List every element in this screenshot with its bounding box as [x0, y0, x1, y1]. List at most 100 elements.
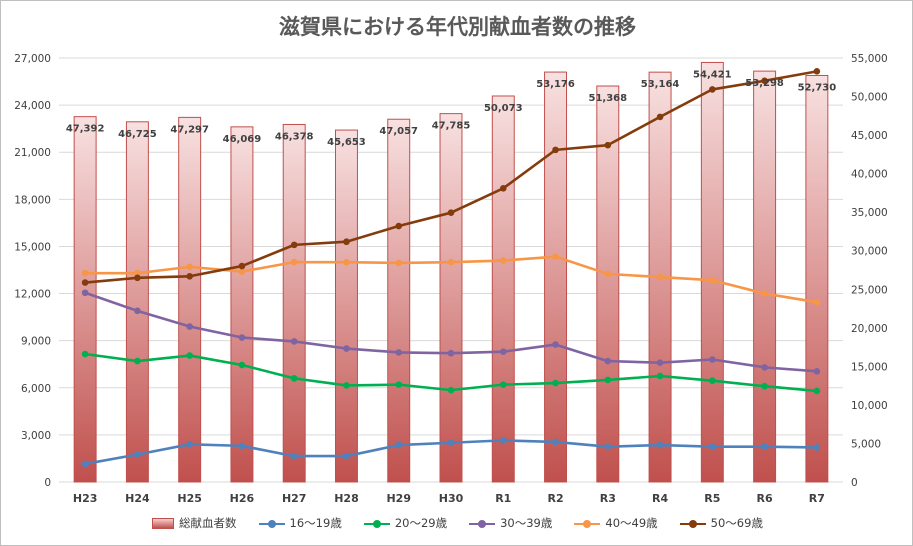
- x-axis: H23 H24 H25 H26 H27 H28 H29 H30 R1 R2 R3 R4 R5 R6 R7: [73, 492, 825, 505]
- series-point: [447, 386, 455, 394]
- bar-data-label: 53,298: [745, 78, 784, 89]
- x-tick-label: R6: [757, 492, 773, 505]
- bar: [491, 95, 515, 483]
- series-point: [499, 185, 507, 192]
- legend-swatch-line: [574, 519, 601, 528]
- series-point: [656, 372, 664, 380]
- legend-item: 40～49歳: [574, 515, 658, 531]
- series-point: [604, 141, 612, 149]
- bar: [753, 70, 777, 483]
- legend-swatch-line: [469, 519, 496, 528]
- series-point: [656, 359, 664, 366]
- series-point: [343, 382, 350, 389]
- series-point: [604, 443, 612, 450]
- line-series: [81, 253, 821, 306]
- y-right-tick-label: 40,000: [851, 169, 888, 181]
- series-point: [343, 238, 350, 246]
- y-left-tick-label: 18,000: [14, 194, 51, 206]
- series-point: [656, 273, 664, 281]
- series-point: [395, 381, 403, 388]
- series-point: [290, 452, 298, 460]
- line-series: [81, 68, 821, 286]
- series-point: [290, 258, 298, 266]
- y-axis-right: 0 5,000 10,000 15,000 20,000 25,000 30,000 35,0…: [851, 53, 888, 489]
- series-point: [447, 349, 455, 357]
- line-series: [81, 437, 821, 468]
- y-right-tick-label: 10,000: [851, 400, 888, 412]
- y-right-tick-label: 20,000: [851, 323, 888, 335]
- y-right-tick-label: 55,000: [851, 53, 888, 65]
- x-tick-label: H23: [73, 492, 98, 505]
- series-point: [134, 307, 141, 315]
- bar: [596, 85, 620, 483]
- series-point: [81, 279, 89, 286]
- series-point: [186, 352, 193, 359]
- y-left-tick-label: 3,000: [21, 430, 51, 442]
- series-point: [290, 241, 298, 249]
- legend-label: 16～19歳: [289, 516, 342, 530]
- series-point: [238, 334, 246, 341]
- x-tick-label: R4: [652, 492, 668, 505]
- series-point: [290, 375, 298, 382]
- bar-data-label: 45,653: [327, 137, 366, 148]
- series-point: [186, 263, 193, 271]
- legend-label: 50～69歳: [710, 516, 763, 530]
- series-point: [238, 361, 246, 369]
- series-point: [761, 290, 768, 297]
- bar-data-label: 46,725: [118, 129, 157, 140]
- bar: [334, 129, 358, 483]
- series-point: [290, 338, 298, 345]
- legend-item: 16～19歳: [258, 515, 342, 531]
- y-right-tick-label: 35,000: [851, 207, 888, 219]
- legend-item: 50～69歳: [679, 515, 763, 531]
- series-point: [81, 289, 89, 297]
- bar: [387, 118, 411, 483]
- bar-data-label: 51,368: [589, 93, 628, 104]
- x-tick-label: H29: [386, 492, 411, 505]
- y-left-tick-label: 12,000: [14, 289, 51, 301]
- bar-data-label: 47,785: [432, 121, 471, 132]
- series-point: [447, 439, 455, 447]
- bar: [73, 116, 97, 483]
- bar-series: [73, 61, 829, 483]
- legend-label: 20～29歳: [394, 516, 448, 530]
- series-point: [395, 441, 403, 449]
- series-point: [813, 444, 821, 451]
- series-point: [656, 441, 664, 449]
- series-point: [81, 350, 89, 358]
- bar: [282, 123, 306, 483]
- series-point: [604, 270, 612, 278]
- bar-data-label: 53,164: [641, 79, 680, 90]
- bar-data-label: 47,057: [379, 126, 418, 137]
- bar-data-label: 54,421: [693, 69, 732, 80]
- series-point: [552, 438, 559, 446]
- x-tick-label: H26: [230, 492, 255, 505]
- series-point: [761, 77, 768, 85]
- series-point: [499, 437, 507, 444]
- series-point: [552, 146, 559, 154]
- series-point: [709, 443, 716, 450]
- y-right-tick-label: 50,000: [851, 92, 888, 104]
- series-point: [395, 222, 403, 230]
- x-tick-label: H28: [334, 492, 359, 505]
- series-point: [604, 357, 612, 365]
- legend-label: 30～39歳: [500, 516, 553, 530]
- series-point: [813, 298, 821, 306]
- series-point: [499, 348, 507, 355]
- y-left-tick-label: 6,000: [21, 383, 51, 395]
- y-left-tick-label: 24,000: [14, 100, 51, 112]
- series-point: [134, 357, 141, 365]
- series-point: [395, 349, 403, 356]
- bar: [178, 116, 202, 483]
- bar: [544, 71, 568, 483]
- chart-title: 滋賀県における年代別献血者数の推移: [279, 15, 636, 39]
- series-point: [343, 452, 350, 460]
- bar-data-label: 46,069: [223, 134, 262, 145]
- series-point: [447, 209, 455, 216]
- legend-label: 総献血者数: [179, 516, 237, 530]
- bar-data-label: 52,730: [798, 82, 837, 93]
- legend-swatch-bar: [152, 517, 175, 529]
- legend-swatch-line: [258, 519, 285, 528]
- series-point: [81, 269, 89, 277]
- x-tick-label: R5: [704, 492, 720, 505]
